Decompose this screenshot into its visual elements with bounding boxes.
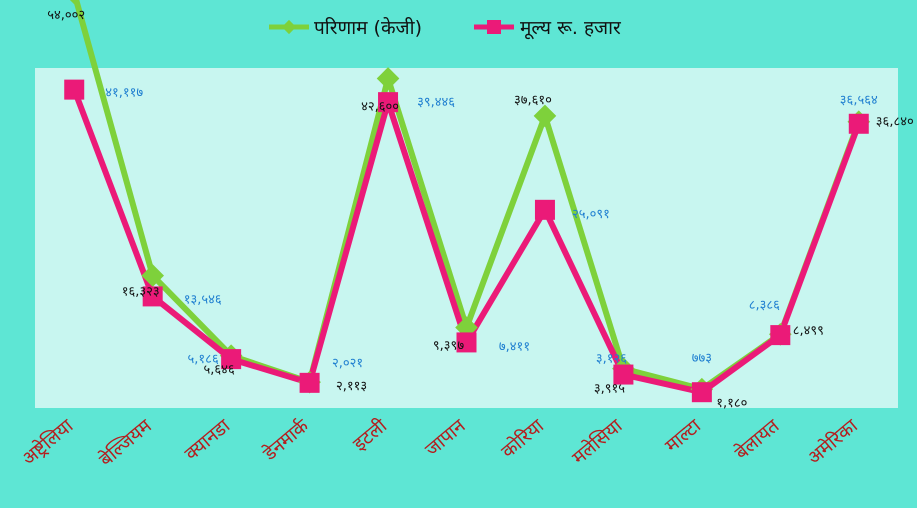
quantity-data-label: १,१८० [716,396,747,411]
series-layer [62,0,871,403]
value-data-label: १३,५४६ [184,292,222,307]
legend-item-value: मूल्य रू. हजार [474,17,622,40]
value-point-marker [299,372,320,393]
legend-label-value: मूल्य रू. हजार [520,17,622,40]
legend: परिणाम (केजी) मूल्य रू. हजार [269,16,622,40]
quantity-point-marker [533,104,557,128]
quantity-data-label: २,११३ [336,379,367,394]
legend-swatch-value-marker [487,20,501,34]
plot-area [35,68,898,408]
legend-label-quantity: परिणाम (केजी) [314,16,422,39]
quantity-data-label: ३६,८४० [876,115,914,130]
value-point-marker [221,349,242,370]
value-point-marker [534,199,555,220]
quantity-data-label: ९,३९७ [433,339,464,354]
quantity-data-label: ५४,००२ [47,8,85,23]
quantity-data-label: ४२,६०० [361,100,399,115]
value-point-marker [378,92,399,113]
value-data-label: ७७३ [692,351,712,366]
value-data-label: ७,४११ [499,339,530,354]
value-data-label: २५,०९१ [572,207,610,222]
legend-item-quantity: परिणाम (केजी) [269,16,422,39]
value-data-label: ३६,५६४ [840,93,878,108]
quantity-data-label: ३,९१५ [594,382,625,397]
quantity-data-label: ३७,६१० [514,93,552,108]
legend-swatch-quantity-marker [281,19,297,35]
value-point-marker [848,113,869,134]
value-data-label: ५,१८६ [188,352,219,367]
value-point-marker [691,382,712,403]
quantity-data-label: ५,६४६ [204,363,235,378]
value-point-marker [142,286,163,307]
data-label-layer: ५४,००२ १६,३२३ ५,६४६ २,११३ ४२,६०० ९,३९७ ३७,६१० ३… [47,8,913,411]
value-point-marker [456,332,477,353]
value-data-label: ८,३८६ [749,298,780,313]
value-point-marker [613,364,634,385]
value-point-marker [64,79,85,100]
quantity-data-label: ८,४९९ [793,323,824,338]
value-point-marker [770,325,791,346]
value-data-label: ३,१२६ [596,352,627,367]
value-data-label: २,०२१ [332,356,363,371]
quantity-data-label: १६,३२३ [122,285,160,300]
value-data-label: ४१,११७ [105,86,143,101]
quantity-point-marker [376,67,400,90]
value-data-label: ३९,४४६ [417,95,455,110]
